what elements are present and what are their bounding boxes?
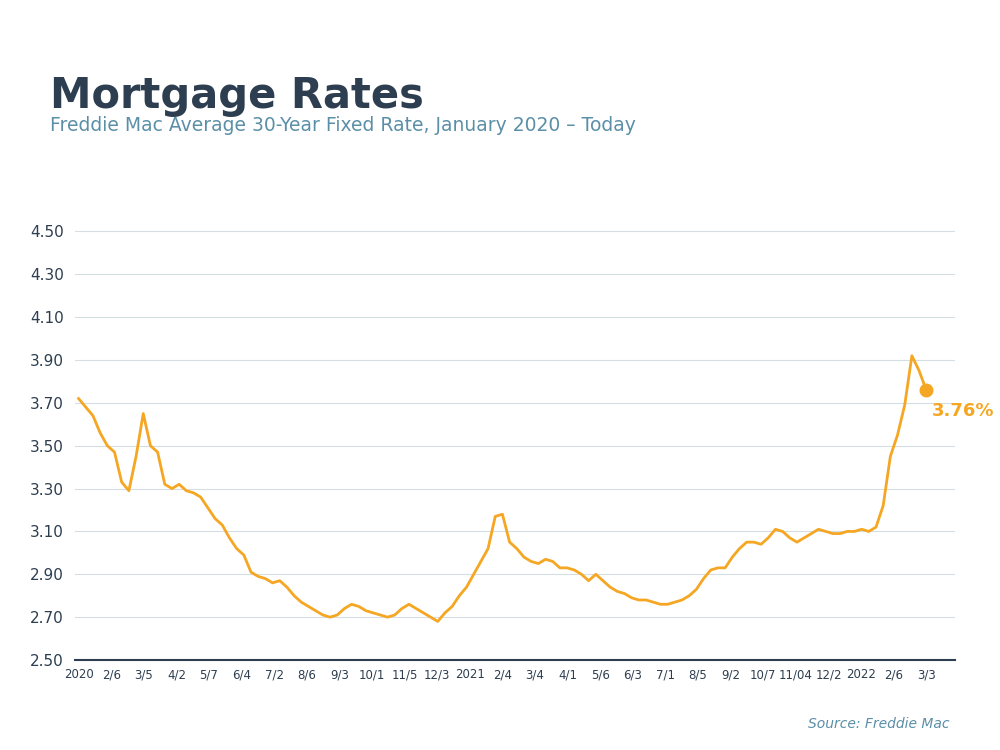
Text: Mortgage Rates: Mortgage Rates <box>50 75 424 117</box>
Text: Freddie Mac Average 30-Year Fixed Rate, January 2020 – Today: Freddie Mac Average 30-Year Fixed Rate, … <box>50 116 636 135</box>
Text: Source: Freddie Mac: Source: Freddie Mac <box>808 717 950 731</box>
Text: 3.76%: 3.76% <box>932 403 995 421</box>
